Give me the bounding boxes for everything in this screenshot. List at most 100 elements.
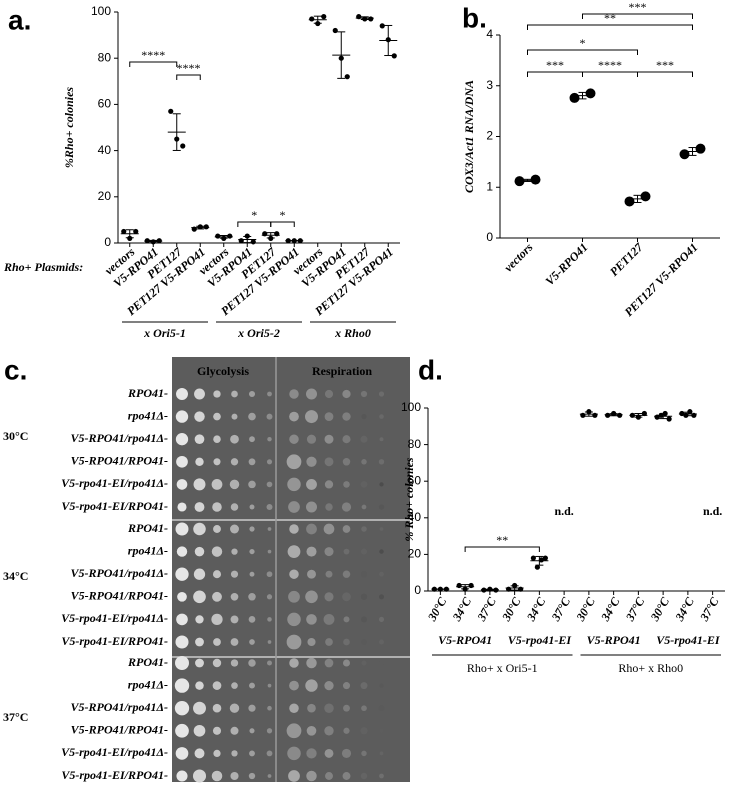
colony-spot [194,748,205,759]
colony-spot [288,590,300,603]
temperature-label: 30°C [3,429,28,443]
data-point [431,586,437,592]
colony-spot [379,527,384,531]
data-point [244,233,250,239]
x-tick-label: 30°C [499,594,525,624]
colony-spot [231,413,238,420]
data-point [585,88,596,99]
colony-spot [231,682,238,689]
data-point [344,74,350,80]
colony-spot [266,594,273,600]
panel-label: d. [418,354,443,385]
colony-spot [267,617,272,622]
data-point [356,14,362,20]
colony-spot [230,659,239,667]
colony-spot [213,638,221,646]
data-point [144,238,150,244]
colony-spot [306,725,317,736]
colony-spot [267,683,272,688]
data-point [227,233,233,239]
colony-spot [267,436,272,442]
data-point [221,235,227,241]
x-tick-label: PET127 [607,239,646,278]
colony-spot [378,504,385,510]
colony-spot [195,658,204,668]
colony-spot [306,434,317,444]
colony-spot [230,615,239,624]
colony-spot [212,658,222,668]
colony-spot [324,412,334,421]
y-tick-label: 20 [408,547,422,561]
colony-spot [324,592,334,602]
y-axis-label: %Rho+ colonies [62,87,76,169]
row-label: V5-RPO41/rpo41Δ- [70,431,168,445]
column-header: Glycolysis [197,364,249,378]
colony-spot [343,481,350,488]
data-point [679,410,685,417]
colony-spot [213,458,221,466]
colony-spot [286,723,302,739]
colony-spot [213,412,221,421]
temperature-label: 37°C [3,710,28,724]
colony-spot [342,659,351,667]
significance-label: ** [604,11,616,25]
group-label: V5-RPO41 [587,633,641,647]
colony-spot [360,682,368,690]
colony-spot [249,639,255,645]
colony-spot [342,772,351,780]
colony-spot [230,726,239,735]
data-point [640,191,651,202]
colony-spot [248,772,256,780]
data-point [468,582,474,589]
temperature-label: 34°C [3,569,28,583]
colony-spot [324,434,334,444]
colony-spot [306,478,317,490]
data-point [592,412,598,418]
y-tick-label: 0 [104,235,111,249]
panel-label: a. [8,4,31,35]
significance-bracket [129,61,178,67]
colony-spot [305,388,318,400]
colony-spot [361,660,367,666]
colony-spot [305,410,318,424]
colony-spot [289,524,299,534]
colony-spot [343,638,350,646]
colony-spot [193,522,206,536]
colony-spot [266,750,273,757]
annotation: n.d. [554,504,573,518]
colony-spot [342,458,351,466]
data-point [666,416,672,422]
categories-title: Rho+ Plasmids: [3,260,83,274]
colony-spot [248,616,256,623]
colony-spot [306,748,317,759]
data-point [362,16,368,22]
colony-spot [360,435,368,443]
group-label: V5-rpo41-EI [508,633,573,647]
y-tick-label: 4 [486,27,493,41]
y-tick-label: 0 [486,230,493,244]
colony-spot [324,658,334,668]
colony-spot [193,724,206,737]
colony-spot [305,679,318,692]
row-label: V5-rpo41-EI/rpo41Δ- [61,611,168,625]
colony-spot [176,613,188,626]
significance-label: **** [177,61,201,75]
colony-spot [211,613,223,626]
colony-spot [325,570,333,578]
colony-spot [305,590,318,604]
colony-spot [324,389,334,399]
significance-bracket [176,74,201,80]
colony-spot [378,391,385,397]
colony-spot [230,771,239,781]
colony-spot [267,705,272,711]
y-tick-label: 60 [98,97,112,111]
data-point [691,412,697,418]
colony-spot [289,658,299,668]
data-point [617,412,623,418]
colony-spot [324,547,334,557]
x-tick-label: 30°C [647,594,673,624]
data-point [443,586,449,592]
significance-bracket [270,221,295,227]
y-tick-label: 40 [408,510,422,524]
colony-spot [175,567,189,581]
